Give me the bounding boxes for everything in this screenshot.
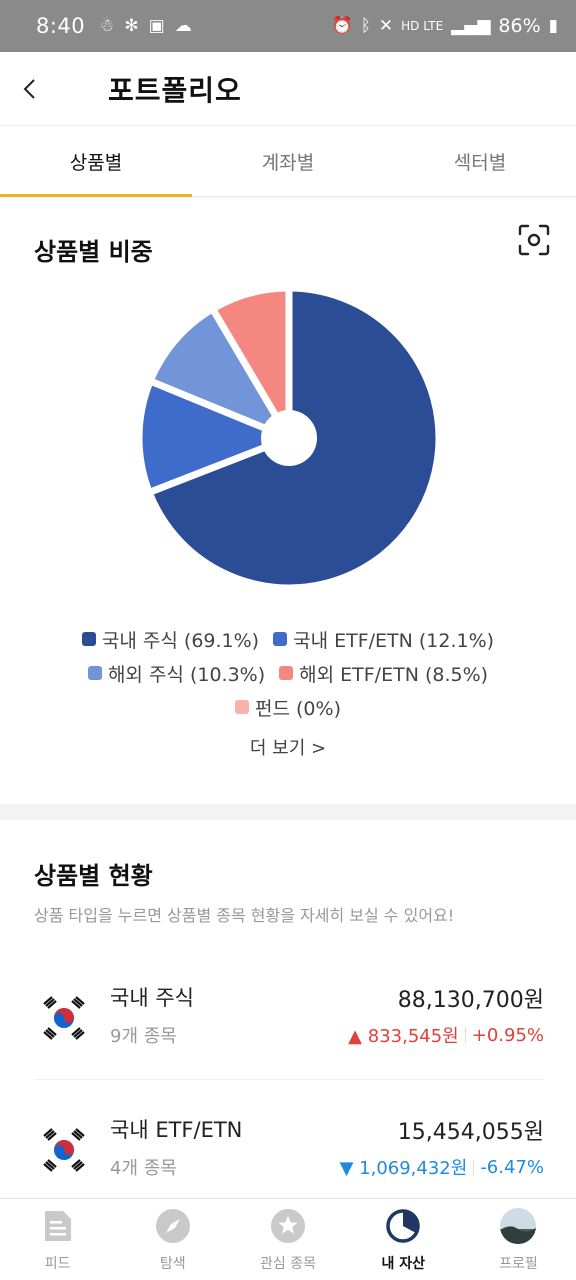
- korea-flag-icon: [38, 1124, 90, 1176]
- tab-by-account[interactable]: 계좌별: [261, 152, 315, 174]
- nav-profile[interactable]: 프로필: [461, 1199, 576, 1280]
- legend-label: 국내 주식 (69.1%): [101, 629, 260, 652]
- legend-swatch: [273, 632, 288, 646]
- asset-amount: 15,454,055원: [397, 1120, 544, 1145]
- allocation-title: 상품별 비중: [34, 238, 153, 266]
- image-icon: ▣: [148, 16, 165, 36]
- legend-label: 국내 ETF/ETN (12.1%): [293, 629, 495, 652]
- back-button[interactable]: [0, 52, 60, 126]
- screenshot-button[interactable]: [516, 222, 552, 258]
- nav-label: 피드: [44, 1256, 71, 1272]
- signal-icon: ▂▄▆: [451, 16, 491, 36]
- allocation-pie-chart: [135, 284, 443, 592]
- legend-item-domestic-etf: 국내 ETF/ETN (12.1%): [273, 626, 494, 653]
- asset-change: ▲ 833,545원 +0.95%: [348, 1022, 544, 1048]
- legend-label: 해외 ETF/ETN (8.5%): [299, 663, 489, 686]
- bluetooth-icon: ᛒ: [360, 16, 371, 36]
- legend-item-domestic-stock: 국내 주식 (69.1%): [81, 626, 260, 653]
- holdings-title: 상품별 현황: [34, 862, 153, 890]
- legend-item-foreign-etf: 해외 ETF/ETN (8.5%): [279, 660, 488, 687]
- nav-explore[interactable]: 탐색: [115, 1199, 230, 1280]
- avatar: [499, 1207, 537, 1245]
- asset-row-domestic-etf[interactable]: 국내 ETF/ETN 4개 종목 15,454,055원 ▼ 1,069,432…: [34, 1100, 544, 1212]
- alarm-icon: ⏰: [331, 16, 353, 36]
- nav-label: 관심 종목: [260, 1256, 316, 1272]
- nav-my-assets[interactable]: 내 자산: [346, 1199, 461, 1280]
- chevron-left-icon: [23, 78, 35, 99]
- nav-label: 탐색: [159, 1256, 186, 1272]
- separator: [473, 1159, 475, 1175]
- legend-label: 펀드 (0%): [255, 697, 341, 720]
- legend-label: 해외 주식 (10.3%): [107, 663, 266, 686]
- change-rate: +0.95%: [471, 1024, 544, 1046]
- status-bar: 8:40 ☃ ✻ ▣ ☁ ⏰ ᛒ ✕ HD LTE ▂▄▆ 86% ▮: [0, 0, 576, 52]
- asset-row-domestic-stock[interactable]: 국내 주식 9개 종목 88,130,700원 ▲ 833,545원 +0.95…: [34, 968, 544, 1080]
- nav-watchlist[interactable]: 관심 종목: [230, 1199, 345, 1280]
- pie-slice-3: [209, 284, 293, 442]
- status-time: 8:40: [36, 14, 86, 38]
- feed-icon: [39, 1207, 77, 1245]
- section-divider: [0, 804, 576, 820]
- holdings-description: 상품 타입을 누르면 상품별 종목 현황을 자세히 보실 수 있어요!: [34, 906, 455, 925]
- allocation-section: 상품별 비중 국내 주식 (69.1%) 국내 ETF/ETN (12.1%) …: [0, 198, 576, 804]
- nav-label: 프로필: [499, 1256, 538, 1272]
- legend-swatch: [235, 700, 250, 714]
- cloud-icon: ☁: [174, 16, 192, 36]
- asset-count: 4개 종목: [110, 1158, 177, 1179]
- app-notification-icon: ☃: [99, 16, 115, 36]
- pie-chart-icon: [384, 1207, 422, 1245]
- change-amount: ▼ 1,069,432원: [339, 1158, 468, 1179]
- asset-name: 국내 ETF/ETN: [110, 1118, 243, 1142]
- star-icon: [269, 1207, 307, 1245]
- battery-level: 86%: [498, 15, 541, 37]
- tab-by-sector[interactable]: 섹터별: [453, 152, 507, 174]
- nav-feed[interactable]: 피드: [0, 1199, 115, 1280]
- compass-icon: [154, 1207, 192, 1245]
- pinwheel-icon: ✻: [124, 16, 139, 36]
- asset-amount: 88,130,700원: [397, 988, 544, 1013]
- legend-swatch: [279, 666, 294, 680]
- separator: [464, 1027, 466, 1043]
- change-rate: -6.47%: [480, 1156, 544, 1178]
- bottom-nav: 피드 탐색 관심 종목 내 자산: [0, 1198, 576, 1280]
- tab-bar: 상품별 계좌별 섹터별: [0, 127, 576, 197]
- notification-icons: ☃ ✻ ▣ ☁: [99, 16, 192, 36]
- nav-label: 내 자산: [381, 1256, 425, 1272]
- korea-flag-icon: [38, 992, 90, 1044]
- battery-icon: ▮: [548, 16, 558, 36]
- capture-icon: [518, 224, 550, 256]
- legend-item-fund: 펀드 (0%): [235, 694, 341, 721]
- app-header: 포트폴리오: [0, 52, 576, 126]
- asset-name: 국내 주식: [110, 986, 194, 1010]
- asset-change: ▼ 1,069,432원 -6.47%: [340, 1154, 544, 1180]
- pie-center-hole: [261, 410, 317, 466]
- change-amount: ▲ 833,545원: [348, 1026, 459, 1047]
- legend-swatch: [81, 632, 96, 646]
- system-icons: ⏰ ᛒ ✕ HD LTE ▂▄▆ 86% ▮: [332, 15, 558, 37]
- mute-icon: ✕: [378, 16, 394, 36]
- pie-slice-1: [135, 377, 293, 496]
- page-title: 포트폴리오: [108, 73, 242, 107]
- tab-by-product[interactable]: 상품별: [0, 127, 192, 197]
- asset-count: 9개 종목: [110, 1026, 177, 1047]
- network-label: HD LTE: [401, 19, 444, 33]
- legend-item-foreign-stock: 해외 주식 (10.3%): [87, 660, 266, 687]
- holdings-section: 상품별 현황 상품 타입을 누르면 상품별 종목 현황을 자세히 보실 수 있어…: [0, 820, 576, 1198]
- more-button[interactable]: 더 보기 >: [249, 738, 327, 759]
- legend-swatch: [87, 666, 102, 680]
- chart-legend: 국내 주식 (69.1%) 국내 ETF/ETN (12.1%) 해외 주식 (…: [0, 622, 576, 724]
